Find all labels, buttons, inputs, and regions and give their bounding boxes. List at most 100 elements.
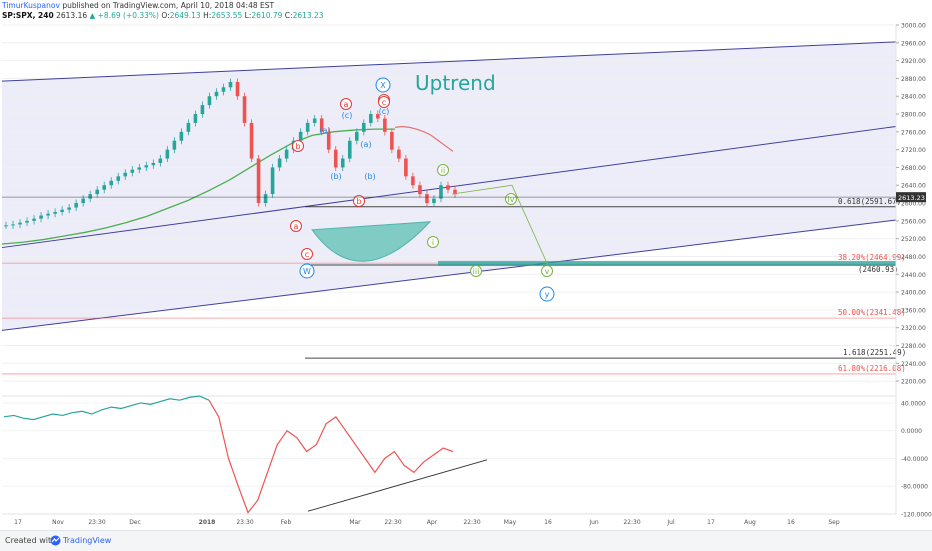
close-label: C: xyxy=(284,11,293,20)
x-tick-label-0: 17 xyxy=(14,519,22,526)
fib-label-4: 1.618(2251.49) xyxy=(843,348,906,357)
candle-11 xyxy=(81,198,85,204)
open-label: O: xyxy=(161,11,170,20)
x-tick-label-11: May xyxy=(504,519,517,526)
y-tick-label-16: 2360.00 xyxy=(901,307,926,314)
osc-tick-label-2: -40.0000 xyxy=(901,456,928,463)
candle-34 xyxy=(242,96,247,123)
wave-marker-2 xyxy=(539,286,555,302)
candle-24 xyxy=(172,140,177,150)
wave-label-extra-6: c xyxy=(382,98,386,107)
wave-label-extra-2: c xyxy=(305,250,309,259)
fib-label-5: 61.80%(2216.08) xyxy=(838,364,906,373)
wave-label-extra-1: b xyxy=(356,197,361,206)
candle-52 xyxy=(369,114,373,123)
x-tick-label-19: Sep xyxy=(828,519,840,526)
x-tick-label-16: 17 xyxy=(707,519,715,526)
wave-label-10: ii xyxy=(441,166,445,175)
wave-projection xyxy=(451,184,549,266)
fib-label-3: 50.00%(2341.48) xyxy=(838,308,906,317)
moving-average-red xyxy=(394,125,454,152)
candle-50 xyxy=(354,131,359,141)
wave-label-9: i xyxy=(432,238,434,247)
candle-43 xyxy=(305,122,310,132)
osc-tick-label-4: -120.0000 xyxy=(901,512,932,519)
wave-label-6: (a) xyxy=(319,126,330,135)
candle-19 xyxy=(137,167,142,170)
last-price: 2613.16 xyxy=(56,11,88,20)
symbol-label[interactable]: SP:SPX, 240 xyxy=(2,11,54,20)
fib-label-1: 38.20%(2464.99) xyxy=(838,253,906,262)
candle-64 xyxy=(453,189,457,195)
wave-marker-extra-2 xyxy=(301,248,313,260)
target-zone xyxy=(438,260,896,266)
y-tick-label-6: 2760.00 xyxy=(901,129,926,136)
x-tick-label-6: Feb xyxy=(281,519,292,526)
wave-marker-extra-6 xyxy=(378,96,390,108)
tradingview-link[interactable]: TradingView xyxy=(63,536,112,545)
candle-46 xyxy=(326,131,331,150)
high-label: H: xyxy=(203,11,212,20)
wave-marker-0 xyxy=(375,77,391,93)
candle-27 xyxy=(193,114,198,123)
wave-marker-10 xyxy=(437,164,449,176)
y-tick-label-3: 2880.00 xyxy=(901,76,926,83)
candle-45 xyxy=(319,118,324,132)
wave-marker-4 xyxy=(292,140,304,152)
wave-label-extra-3: (a) xyxy=(360,140,371,149)
osc-tick-label-3: -80.0000 xyxy=(901,484,928,491)
candle-0 xyxy=(4,225,8,227)
candle-36 xyxy=(256,158,261,204)
x-tick-label-1: Nov xyxy=(52,519,64,526)
wave-label-11: iii xyxy=(473,267,480,276)
uptrend-label: Uptrend xyxy=(415,71,496,95)
y-tick-label-13: 2480.00 xyxy=(901,254,926,261)
candle-31 xyxy=(221,87,226,92)
candle-33 xyxy=(235,81,240,97)
tradingview-logo-icon[interactable] xyxy=(50,535,61,548)
candle-2 xyxy=(18,222,22,225)
cup-pattern xyxy=(311,221,432,262)
candle-10 xyxy=(74,203,78,208)
x-tick-label-13: Jun xyxy=(588,519,599,526)
price-chart[interactable]: 0.618(2591.67) 38.20%(2464.99) (2460.93) 50… xyxy=(0,0,932,530)
x-tick-label-10: 22:30 xyxy=(463,519,480,526)
channel-lower xyxy=(1,219,897,331)
x-tick-label-12: 16 xyxy=(544,519,552,526)
candle-13 xyxy=(95,189,100,195)
candle-60 xyxy=(425,194,429,204)
ohlc-line: SP:SPX, 240 2613.16 ▲ +8.69 (+0.33%) O:2… xyxy=(2,11,324,21)
created-with-text: Created with xyxy=(5,536,57,545)
candle-17 xyxy=(123,172,128,177)
high-value: 2653.55 xyxy=(211,11,243,20)
wave-marker-3 xyxy=(340,98,352,110)
low-value: 2610.79 xyxy=(251,11,283,20)
low-label: L: xyxy=(244,11,252,20)
candle-32 xyxy=(228,81,233,88)
y-tick-label-0: 3000.00 xyxy=(901,23,926,30)
candle-15 xyxy=(109,180,114,186)
author-link[interactable]: TimurKuspanov xyxy=(2,1,60,10)
fib-label-0: 0.618(2591.67) xyxy=(838,197,901,206)
wave-label-0: X xyxy=(380,81,386,90)
candle-53 xyxy=(376,114,380,119)
wave-label-1: W xyxy=(303,267,311,276)
oscillator-line-green xyxy=(3,395,210,421)
candle-23 xyxy=(165,149,170,159)
x-tick-label-7: Mar xyxy=(349,519,361,526)
candle-48 xyxy=(340,158,345,168)
y-tick-label-20: 2200.00 xyxy=(901,379,926,386)
y-tick-label-14: 2440.00 xyxy=(901,272,926,279)
candle-26 xyxy=(186,122,191,132)
last-price-badge xyxy=(896,192,926,203)
candle-9 xyxy=(67,207,71,210)
close-value: 2613.23 xyxy=(292,11,324,20)
candle-28 xyxy=(200,105,205,115)
candle-20 xyxy=(144,165,149,168)
candle-14 xyxy=(102,185,107,190)
publish-line: TimurKuspanov published on TradingView.c… xyxy=(2,1,324,11)
x-tick-label-15: Jul xyxy=(666,519,675,526)
x-tick-label-18: 16 xyxy=(787,519,795,526)
candle-5 xyxy=(39,215,43,219)
osc-tick-label-1: 0.0000 xyxy=(901,428,922,435)
